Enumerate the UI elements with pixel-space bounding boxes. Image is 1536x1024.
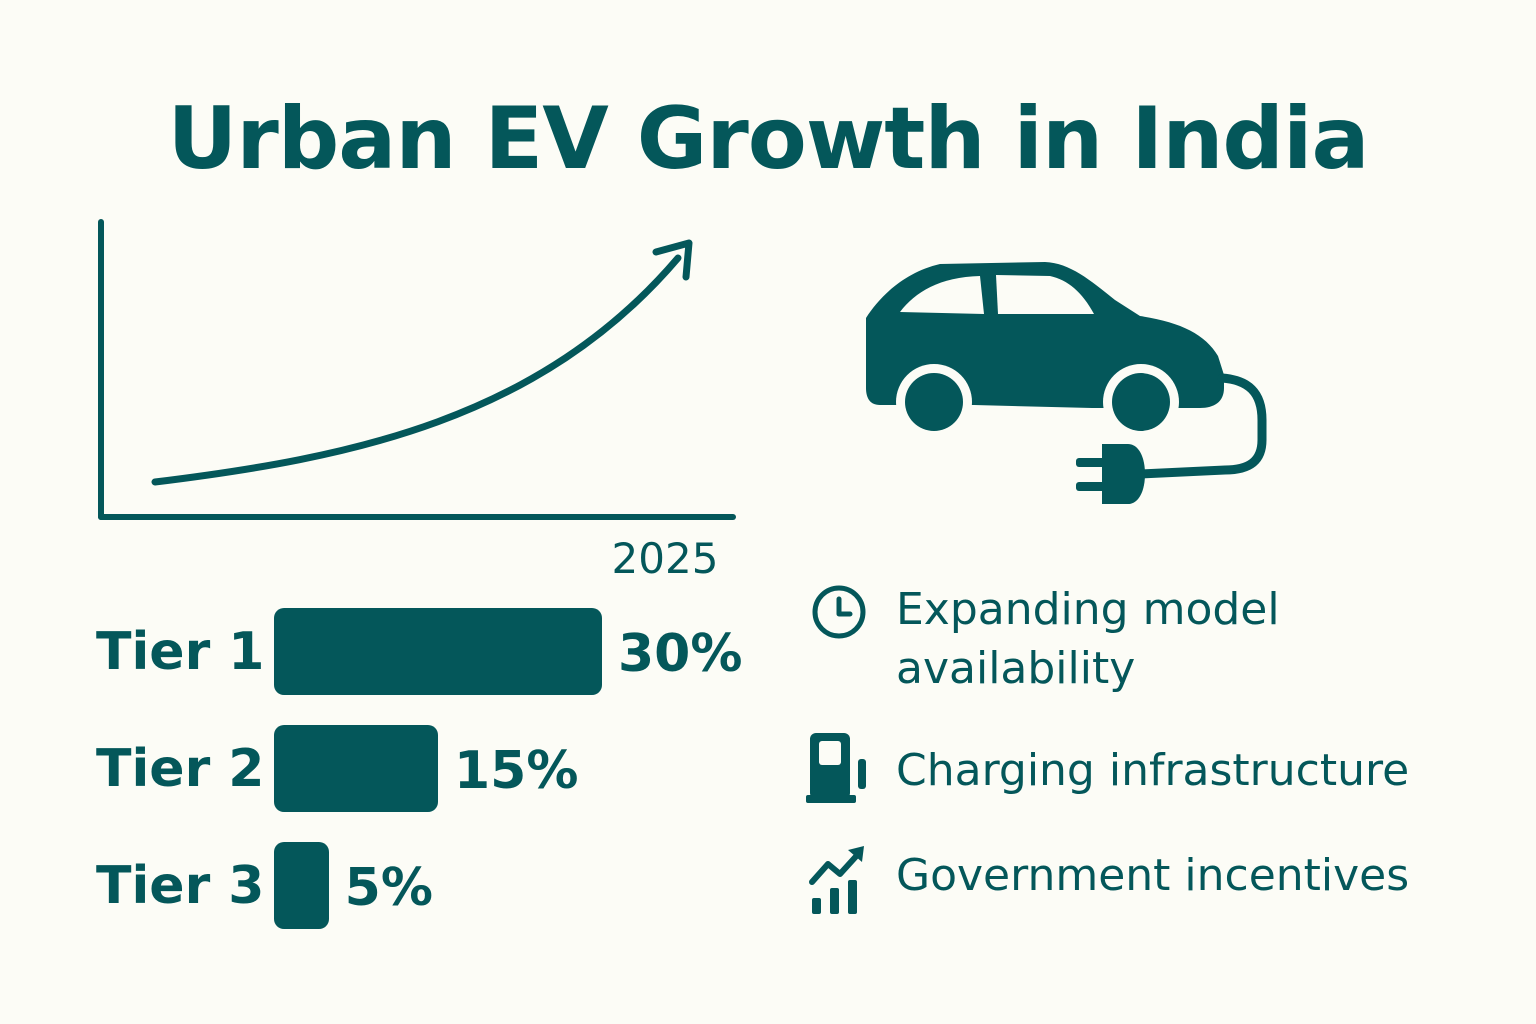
tier-bar	[274, 608, 602, 695]
plug-icon	[1076, 444, 1145, 504]
tier-label: Tier 3	[96, 856, 265, 916]
page-title: Urban EV Growth in India	[167, 89, 1370, 189]
tier-bar	[274, 842, 329, 929]
clock-icon	[806, 580, 872, 640]
driver-label: Charging infrastructure	[896, 745, 1410, 796]
tier-value-label: 15%	[454, 741, 579, 801]
trend-x-tick-label: 2025	[611, 534, 719, 583]
car-window-front	[900, 276, 984, 314]
growth-bars-icon	[806, 846, 872, 920]
tier-label: Tier 2	[96, 739, 265, 799]
charging-cable	[1135, 373, 1267, 479]
trend-axes	[98, 219, 736, 520]
fuel-pump-icon	[806, 733, 872, 809]
driver-government-incentives: Government incentives	[806, 846, 1456, 920]
trend-line	[151, 254, 682, 486]
tier-label: Tier 1	[96, 622, 265, 682]
tier-value-label: 5%	[344, 858, 433, 918]
driver-label: Government incentives	[896, 850, 1410, 901]
trend-arrowhead	[652, 239, 693, 281]
car-window-rear	[996, 275, 1094, 314]
tier-value-label: 30%	[618, 624, 743, 684]
electric-car-icon	[866, 262, 1267, 504]
tier-bar	[274, 725, 438, 812]
driver-label: Expanding model availability	[896, 584, 1280, 695]
driver-model-availability: Expanding model availability	[806, 580, 1456, 699]
driver-charging-infrastructure: Charging infrastructure	[806, 733, 1456, 809]
